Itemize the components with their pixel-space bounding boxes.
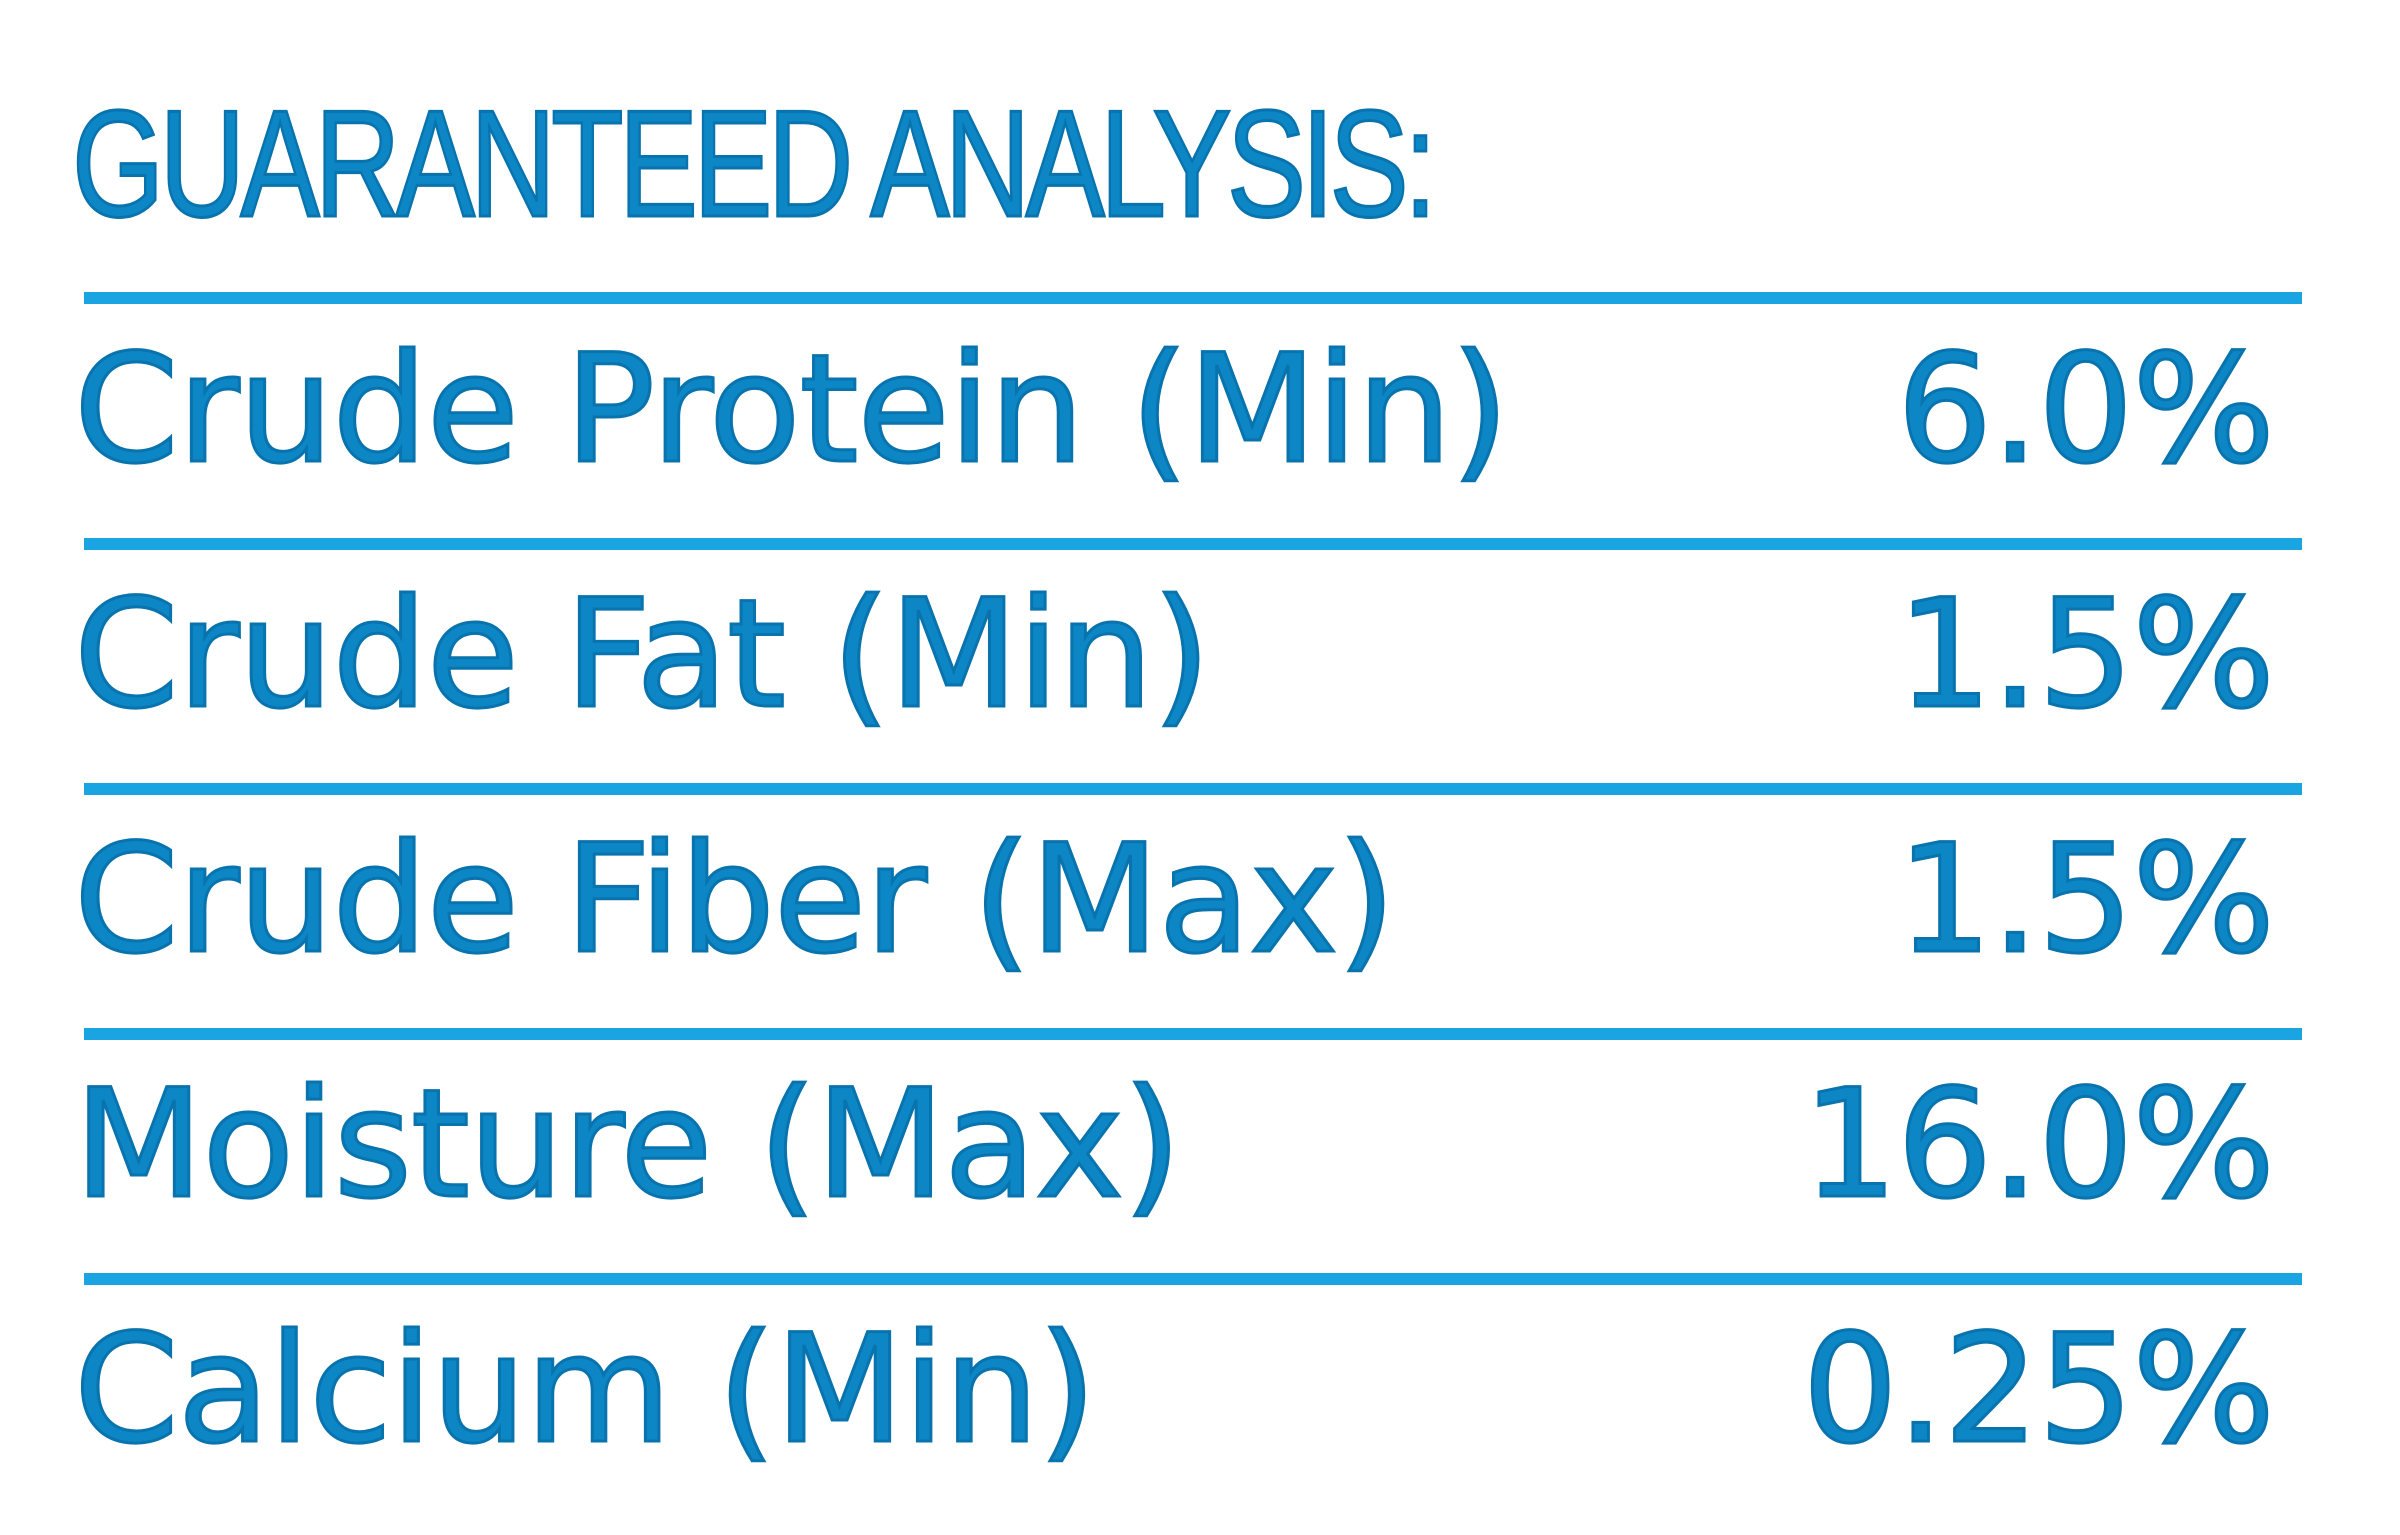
row-label: Crude Protein (Min) — [72, 323, 1510, 497]
row-label: Crude Fat (Min) — [73, 568, 1213, 742]
row-value: 1.5% — [1895, 568, 2276, 742]
analysis-row-moisture: Moisture (Max) 16.0% — [72, 1058, 2277, 1270]
analysis-row-calcium: Calcium (Min) 0.25% — [73, 1303, 2277, 1515]
row-label: Calcium (Min) — [73, 1303, 1099, 1477]
section-heading: GUARANTEED ANALYSIS: — [71, 79, 1438, 249]
row-value: 1.5% — [1895, 813, 2276, 987]
analysis-row-crude-fat: Crude Fat (Min) 1.5% — [73, 568, 2277, 780]
row-value: 16.0% — [1801, 1058, 2277, 1232]
analysis-row-crude-fiber: Crude Fiber (Max) 1.5% — [73, 813, 2277, 1025]
row-label: Crude Fiber (Max) — [73, 813, 1398, 987]
divider-rule — [84, 538, 2302, 550]
row-value: 0.25% — [1801, 1303, 2277, 1477]
divider-rule — [84, 1273, 2302, 1285]
row-value: 6.0% — [1895, 323, 2276, 497]
analysis-row-crude-protein: Crude Protein (Min) 6.0% — [72, 323, 2276, 535]
divider-rule — [84, 1028, 2302, 1040]
divider-rule — [84, 292, 2302, 304]
divider-rule — [84, 783, 2302, 795]
row-label: Moisture (Max) — [72, 1058, 1182, 1232]
